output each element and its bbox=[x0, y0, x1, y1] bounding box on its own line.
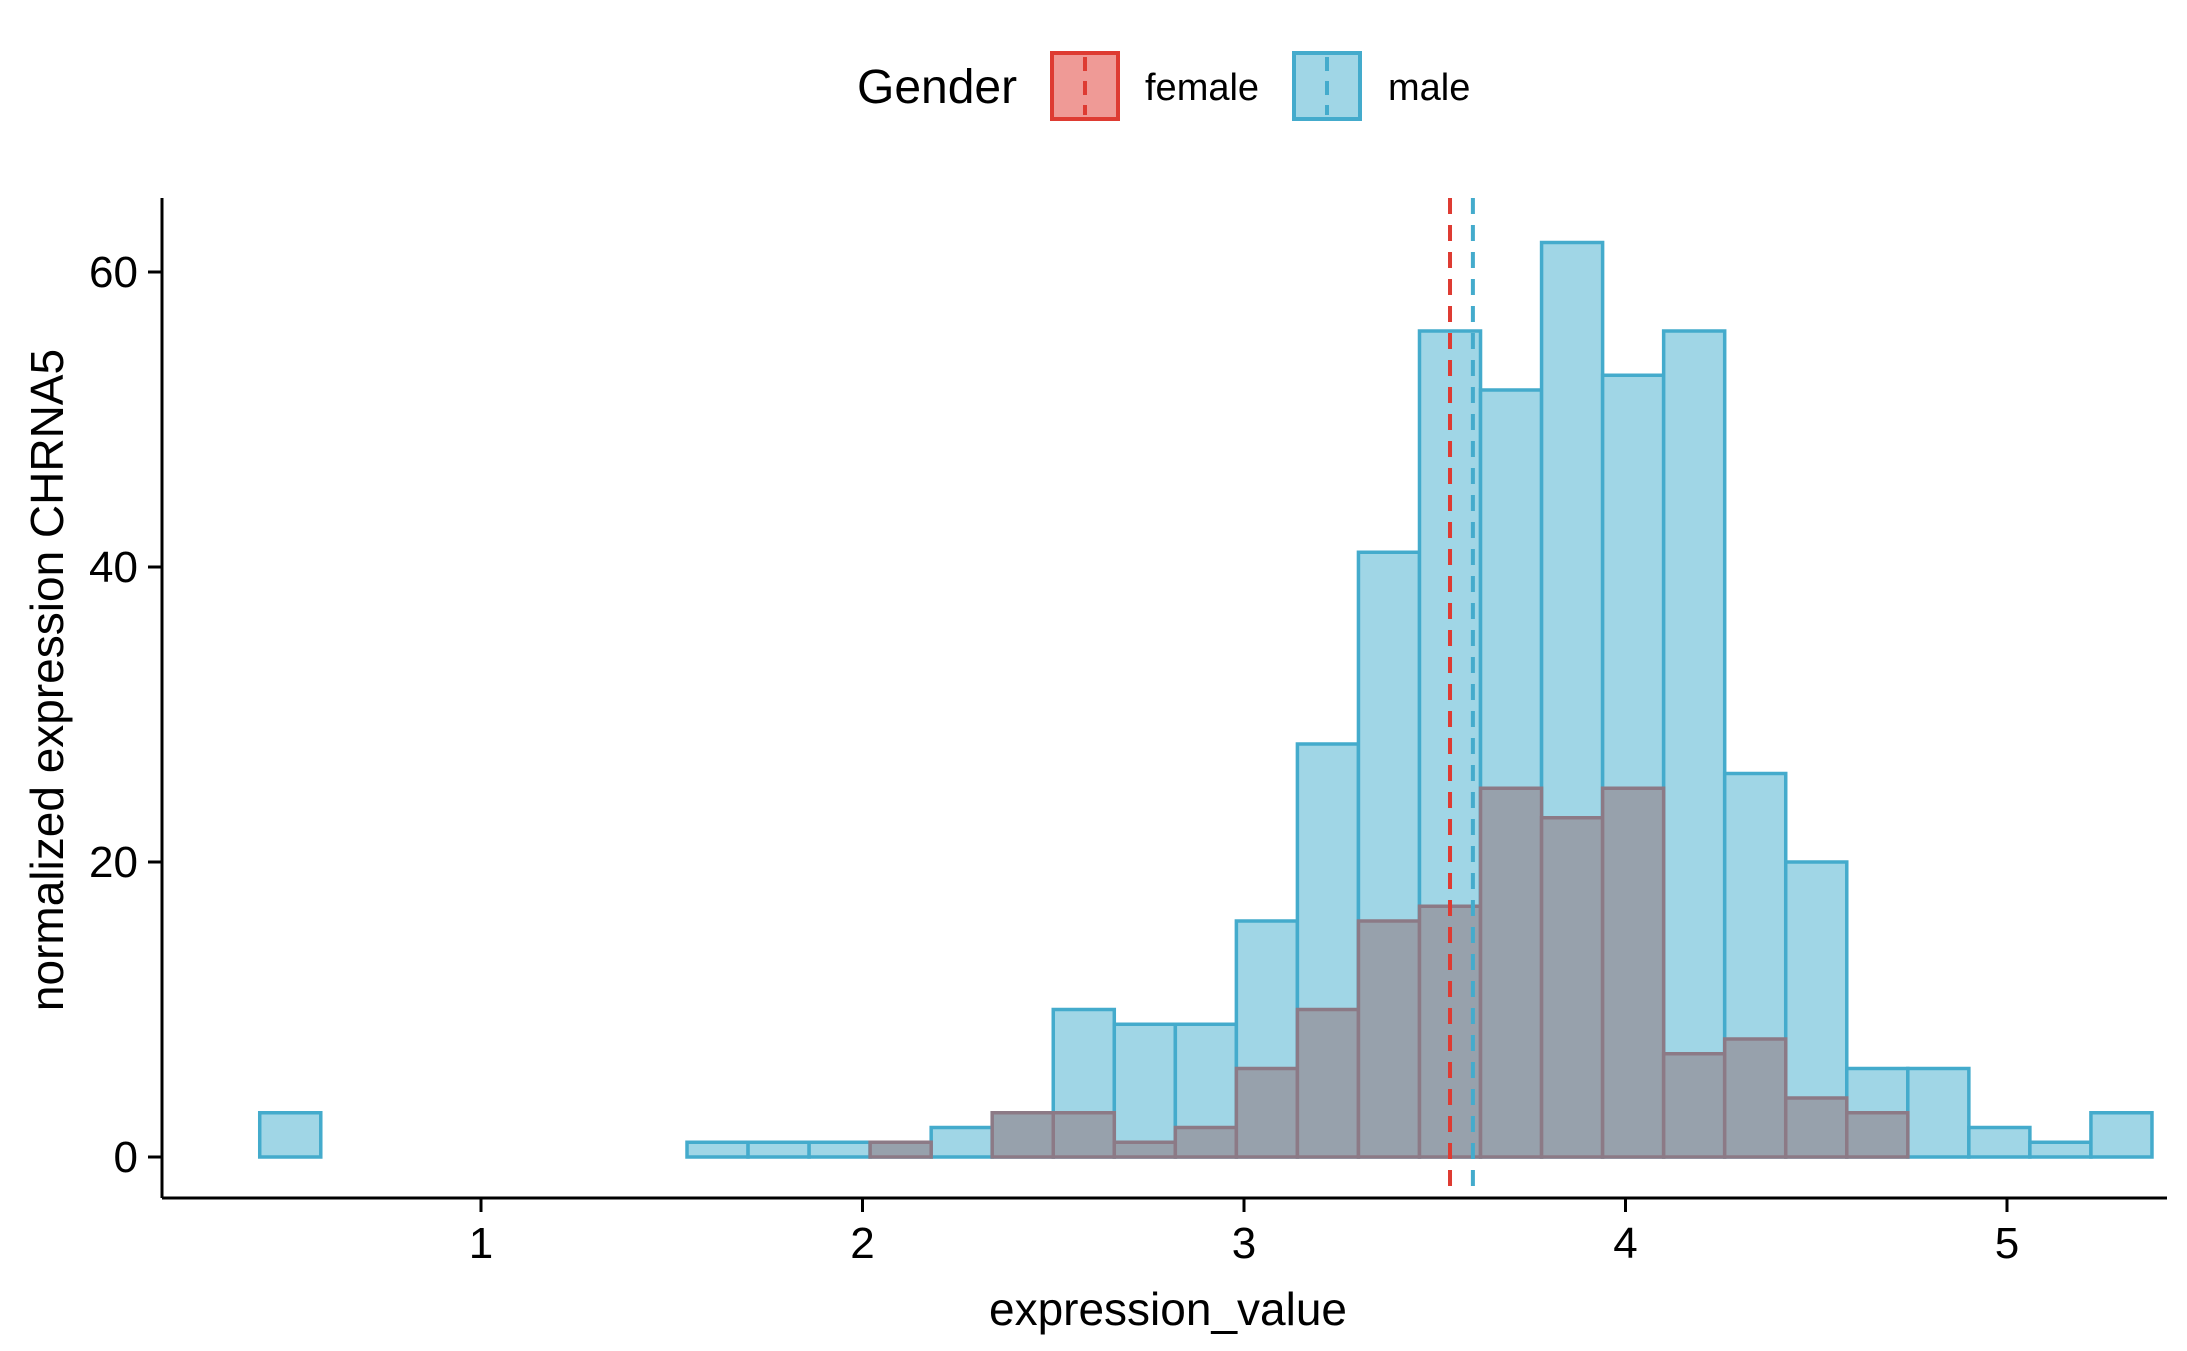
bar-female-20 bbox=[1478, 786, 1544, 1159]
bar-female-15 bbox=[1173, 1125, 1239, 1159]
bar-male-8 bbox=[746, 1140, 811, 1159]
bar-male-0 bbox=[257, 1111, 323, 1159]
x-tick-label-4: 4 bbox=[1613, 1219, 1637, 1268]
bar-female-14 bbox=[1112, 1140, 1178, 1159]
y-ticks: 0 20 40 60 bbox=[89, 248, 162, 1182]
bar-male-7 bbox=[685, 1140, 750, 1159]
y-axis-title: normalized expression CHRNA5 bbox=[21, 349, 73, 1011]
bar-female-21 bbox=[1539, 816, 1605, 1159]
x-tick-label-3: 3 bbox=[1232, 1219, 1256, 1268]
y-tick-label-20: 20 bbox=[89, 838, 138, 887]
legend-key-female: female bbox=[1050, 51, 1259, 121]
y-tick-label-60: 60 bbox=[89, 248, 138, 297]
bar-female-26 bbox=[1845, 1111, 1910, 1159]
x-tick-label-1: 1 bbox=[469, 1219, 493, 1268]
bar-male-29 bbox=[2028, 1140, 2093, 1159]
bar-male-23 bbox=[1661, 329, 1727, 1159]
bar-female-17 bbox=[1295, 1007, 1361, 1159]
legend-key-male: male bbox=[1292, 51, 1470, 121]
bar-male-30 bbox=[2089, 1111, 2154, 1159]
y-tick-label-0: 0 bbox=[114, 1133, 138, 1182]
x-ticks: 1 2 3 4 5 bbox=[469, 1198, 2019, 1268]
bar-female-12 bbox=[990, 1111, 1056, 1159]
mean-lines bbox=[1448, 198, 1475, 1198]
bar-female-24 bbox=[1722, 1037, 1788, 1159]
bar-female-13 bbox=[1051, 1111, 1117, 1159]
legend-label-male: male bbox=[1388, 67, 1470, 109]
bars-female bbox=[868, 786, 1910, 1159]
bar-female-22 bbox=[1600, 786, 1666, 1159]
bar-female-19 bbox=[1417, 904, 1483, 1159]
bar-female-23 bbox=[1661, 1052, 1727, 1159]
x-axis-title: expression_value bbox=[989, 1283, 1347, 1335]
bar-male-11 bbox=[929, 1125, 994, 1159]
bars-male bbox=[257, 240, 2154, 1159]
axes bbox=[160, 198, 2167, 1200]
bar-female-10 bbox=[868, 1140, 933, 1159]
legend-title: Gender bbox=[857, 61, 1017, 114]
x-tick-label-2: 2 bbox=[850, 1219, 874, 1268]
bar-male-14 bbox=[1112, 1022, 1178, 1159]
bar-male-27 bbox=[1906, 1066, 1971, 1159]
bar-female-16 bbox=[1234, 1066, 1300, 1159]
legend: Gender female male bbox=[857, 51, 1470, 121]
y-tick-label-40: 40 bbox=[89, 543, 138, 592]
bar-female-25 bbox=[1783, 1096, 1849, 1159]
bar-male-28 bbox=[1967, 1125, 2032, 1159]
legend-label-female: female bbox=[1145, 67, 1259, 109]
x-tick-label-5: 5 bbox=[1995, 1219, 2019, 1268]
bar-male-9 bbox=[807, 1140, 872, 1159]
bar-female-18 bbox=[1356, 919, 1422, 1159]
